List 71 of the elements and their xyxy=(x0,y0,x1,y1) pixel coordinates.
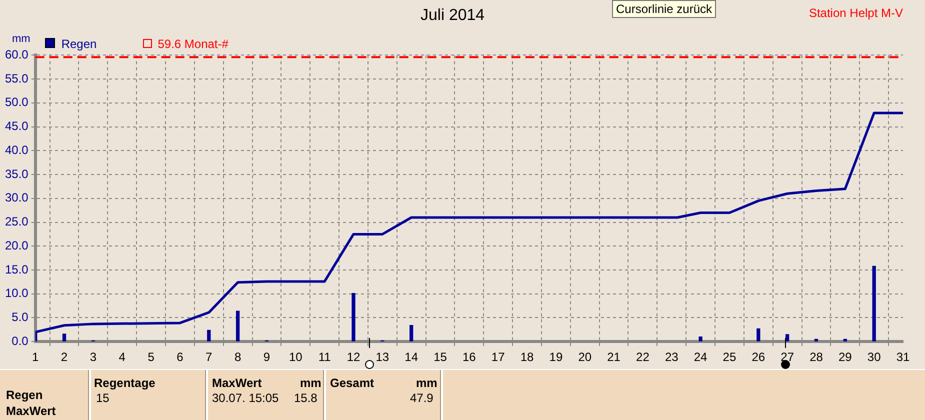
x-tick-label: 22 xyxy=(636,350,650,364)
x-tick-label: 28 xyxy=(810,350,824,364)
bar xyxy=(843,338,847,342)
text: mm xyxy=(300,376,322,390)
bar xyxy=(410,325,414,342)
x-tick-label: 9 xyxy=(263,350,270,364)
y-tick-label: 15.0 xyxy=(4,262,29,276)
x-tick-label: 15 xyxy=(434,350,448,364)
bar xyxy=(698,336,702,342)
text: MaxWert xyxy=(6,404,56,418)
x-tick-label: 10 xyxy=(288,350,303,364)
text: mm xyxy=(416,376,438,390)
y-tick-label: 10.0 xyxy=(4,286,29,300)
x-tick-label: 19 xyxy=(549,350,563,364)
text: Cursorlinie zurück xyxy=(612,0,716,18)
text: 15 xyxy=(96,391,110,405)
bar xyxy=(62,334,66,342)
x-tick-label: 5 xyxy=(148,350,155,364)
y-tick-label: 35.0 xyxy=(4,166,29,181)
x-tick-label: 13 xyxy=(376,350,390,364)
x-tick-label: 23 xyxy=(664,350,679,364)
x-tick-label: 29 xyxy=(838,350,852,364)
x-tick-label: 16 xyxy=(462,350,476,364)
bar xyxy=(785,334,790,342)
x-tick-label: 20 xyxy=(578,350,592,364)
legend-label: Regen xyxy=(60,37,97,52)
bar xyxy=(872,266,876,342)
text: Regen xyxy=(6,388,43,402)
x-tick-label: 1 xyxy=(32,350,40,364)
x-tick-label: 31 xyxy=(896,350,910,364)
bar xyxy=(756,328,760,342)
y-tick-label: 50.0 xyxy=(4,95,29,110)
x-tick-label: 18 xyxy=(520,350,534,364)
y-tick-label: 0.0 xyxy=(12,334,29,348)
y-axis-title: mm xyxy=(12,33,30,46)
x-tick-label: 17 xyxy=(491,350,506,364)
x-tick-label: 26 xyxy=(752,350,766,364)
x-tick-label: 12 xyxy=(346,350,360,364)
x-tick-label: 2 xyxy=(60,350,68,364)
bar xyxy=(236,310,240,342)
x-tick-label: 24 xyxy=(694,350,708,364)
x-tick-label: 4 xyxy=(118,350,126,364)
y-tick-label: 55.0 xyxy=(4,71,29,86)
x-tick-label: 25 xyxy=(722,350,736,364)
y-tick-label: 30.0 xyxy=(4,190,29,205)
x-tick-label: 30 xyxy=(867,350,882,364)
x-tick-label: 21 xyxy=(607,350,621,364)
text: MaxWert xyxy=(212,376,262,390)
x-tick-label: 8 xyxy=(234,350,242,364)
text: Gesamt xyxy=(330,376,374,390)
x-tick-label: 6 xyxy=(176,350,184,364)
text: 15.8 xyxy=(294,391,318,405)
x-tick-label: 3 xyxy=(90,350,97,364)
bar xyxy=(814,338,818,342)
y-tick-label: 40.0 xyxy=(4,142,29,157)
x-tick-label: 7 xyxy=(206,350,213,364)
y-tick-label: 20.0 xyxy=(4,238,29,252)
bar xyxy=(352,293,356,342)
bar xyxy=(207,330,211,342)
y-tick-label: 25.0 xyxy=(4,214,29,229)
text: 47.9 xyxy=(410,391,434,405)
x-tick-label: 11 xyxy=(318,350,332,364)
text: Station Helpt M-V xyxy=(808,6,903,20)
x-tick-label: 14 xyxy=(404,350,418,364)
text: Regentage xyxy=(94,376,156,390)
legend-label: 59.6 Monat-# xyxy=(156,37,228,52)
text: 30.07. 15:05 xyxy=(212,391,279,405)
y-tick-label: 5.0 xyxy=(12,310,29,324)
y-tick-label: 60.0 xyxy=(4,48,29,62)
chart-title: Juli 2014 xyxy=(420,7,485,24)
y-tick-label: 45.0 xyxy=(4,119,29,134)
